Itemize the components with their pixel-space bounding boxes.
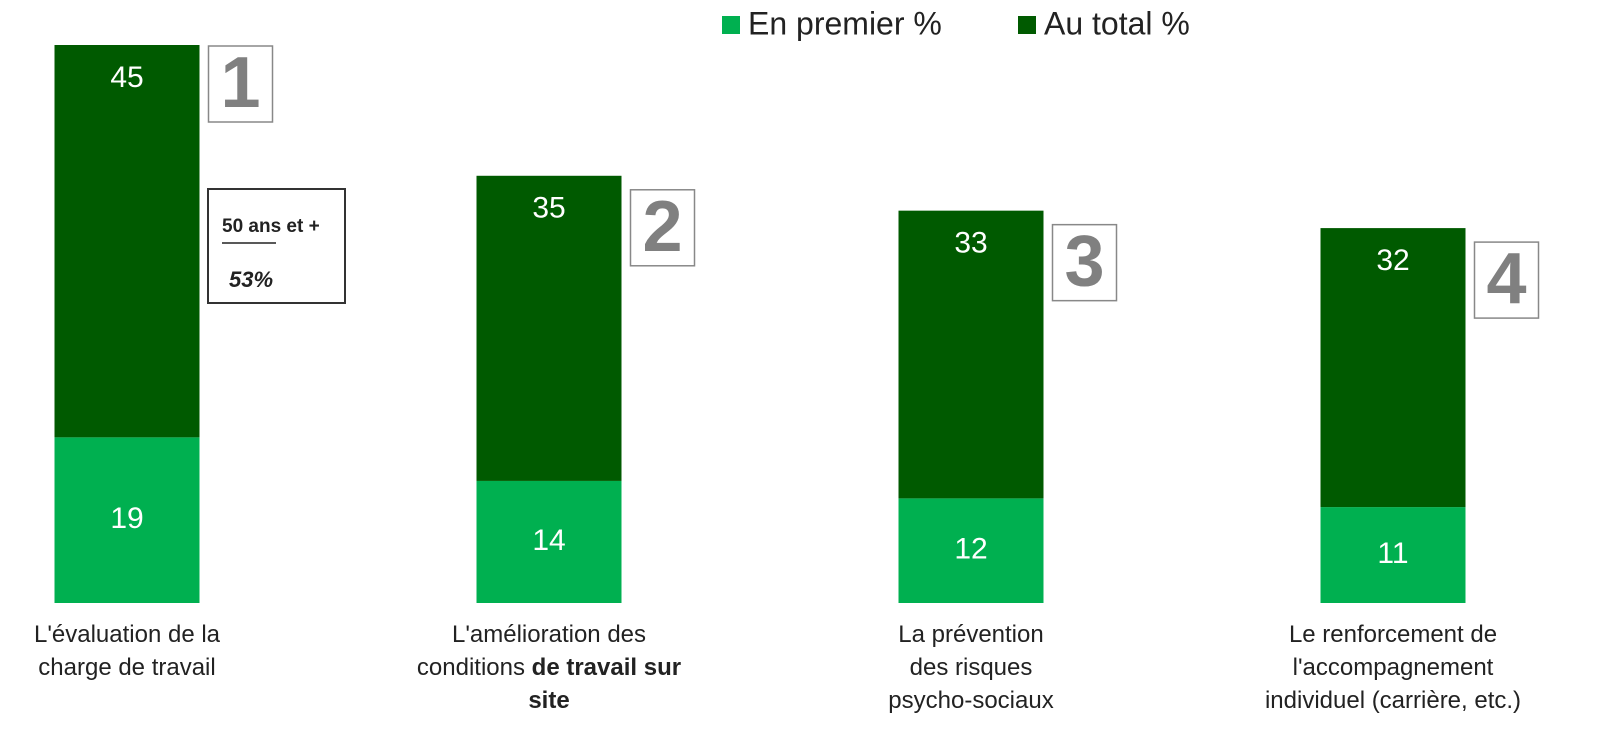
bar-segment	[1320, 228, 1466, 508]
callout-box	[207, 188, 346, 304]
value-label: 19	[110, 502, 143, 535]
callout-label: 50 ans et +	[222, 216, 320, 237]
bar-segment	[54, 437, 200, 603]
legend-label: Au total %	[1044, 5, 1190, 41]
bar-segment	[898, 210, 1044, 499]
value-label: 32	[1376, 244, 1409, 277]
rank-label: 4	[1486, 239, 1526, 319]
value-label: 33	[954, 227, 987, 260]
rank-label: 1	[220, 43, 260, 123]
value-label: 12	[954, 533, 987, 566]
legend-swatch	[1018, 16, 1036, 34]
legend-label: En premier %	[748, 5, 942, 41]
rank-box	[1473, 241, 1540, 319]
legend-swatch	[722, 16, 740, 34]
rank-box	[1051, 223, 1118, 302]
bar-segment	[54, 45, 200, 438]
category-text: Le renforcement de l'accompagnement indi…	[1264, 621, 1522, 714]
bar-segment	[898, 498, 1044, 603]
rank-label: 3	[1064, 222, 1104, 302]
category-label: L'amélioration des conditions de travail…	[414, 618, 684, 717]
category-text: de travail sur site	[528, 654, 682, 714]
value-label: 35	[532, 192, 565, 225]
rank-box	[629, 189, 696, 267]
category-label: Le renforcement de l'accompagnement indi…	[1243, 618, 1543, 717]
bar-segment	[476, 175, 622, 481]
rank-label: 2	[642, 187, 682, 267]
category-label: L'évaluation de la charge de travail	[7, 618, 247, 684]
bar-segment	[1320, 507, 1466, 603]
value-label: 45	[110, 61, 143, 94]
bar-segment	[476, 480, 622, 603]
value-label: 11	[1377, 537, 1408, 570]
rank-box	[207, 45, 274, 123]
value-label: 14	[532, 524, 565, 557]
category-label: La prévention des risques psycho-sociaux	[881, 618, 1061, 717]
category-text: La prévention des risques psycho-sociaux	[888, 621, 1054, 714]
category-text: L'amélioration des conditions	[416, 621, 647, 681]
category-text: L'évaluation de la charge de travail	[33, 621, 221, 681]
callout-value: 53%	[229, 267, 273, 292]
